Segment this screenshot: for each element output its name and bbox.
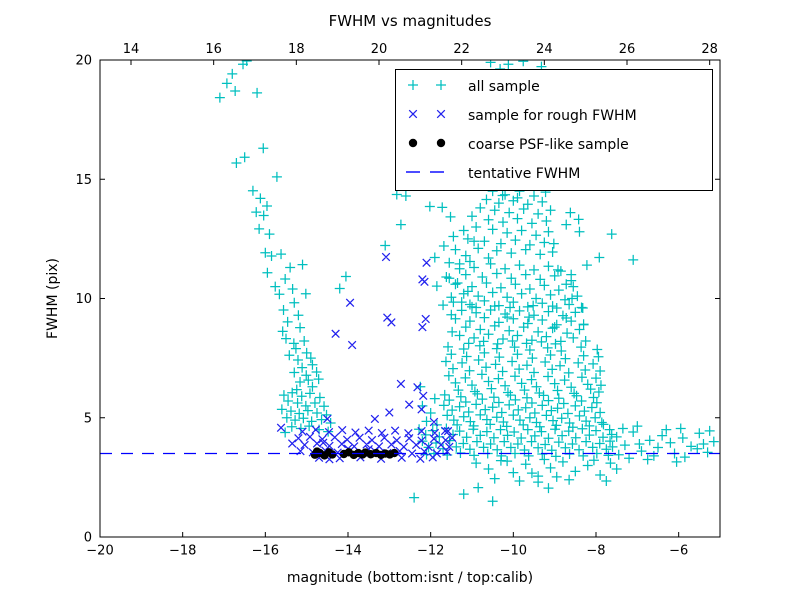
y-axis-label: FWHM (pix) [45,258,61,339]
chart-title: FWHM vs magnitudes [329,12,492,30]
marker-layer [100,60,720,507]
y-tick-label: 20 [75,54,92,69]
series-sample-for-rough-fwhm [276,252,457,464]
x-top-tick-label: 22 [453,42,470,57]
x-top-tick-label: 24 [536,42,553,57]
x-top-tick-label: 18 [288,42,305,57]
y-tick-label: 15 [75,173,92,188]
legend-row-rough-fwhm: sample for rough FWHM [404,102,712,130]
plus-marker-icon [404,76,462,98]
x-top-tick-label: 20 [371,42,388,57]
x-bottom-tick-label: −16 [252,544,279,559]
legend-row-all-sample: all sample [404,73,712,101]
legend: all sample sample for rough FWHM coarse … [395,69,713,191]
legend-label-tentative-fwhm: tentative FWHM [468,165,581,182]
axis-text-layer: −20 −18 −16 −14 −12 −10 −8 −6 14 16 18 20 22 24 26 28 0 5… [75,42,717,559]
legend-row-tentative-fwhm: tentative FWHM [404,160,712,188]
x-top-tick-label: 28 [701,42,718,57]
series-all-sample [214,60,719,507]
y-tick-label: 5 [84,411,92,426]
x-top-tick-label: 14 [123,42,140,57]
chart-layers [99,59,720,538]
x-top-tick-label: 16 [205,42,222,57]
dot-marker-icon [404,134,462,156]
x-bottom-tick-label: −6 [669,544,688,559]
x-bottom-tick-label: −18 [169,544,196,559]
y-tick-label: 10 [75,292,92,307]
legend-label-psf-sample: coarse PSF-like sample [468,136,629,153]
y-tick-label: 0 [84,531,92,546]
legend-label-rough-fwhm: sample for rough FWHM [468,107,637,124]
x-bottom-tick-label: −20 [86,544,113,559]
x-axis-label: magnitude (bottom:isnt / top:calib) [287,570,533,586]
x-marker-icon [404,105,462,127]
x-bottom-tick-label: −10 [500,544,527,559]
x-bottom-tick-label: −12 [417,544,444,559]
dash-marker-icon [404,163,462,185]
legend-row-psf-sample: coarse PSF-like sample [404,131,712,159]
x-bottom-tick-label: −8 [586,544,605,559]
plot-frame [99,59,721,538]
series-coarse-psf-like-sample [310,447,399,460]
x-bottom-tick-label: −14 [334,544,361,559]
legend-label-all-sample: all sample [468,78,540,95]
x-top-tick-label: 26 [619,42,636,57]
